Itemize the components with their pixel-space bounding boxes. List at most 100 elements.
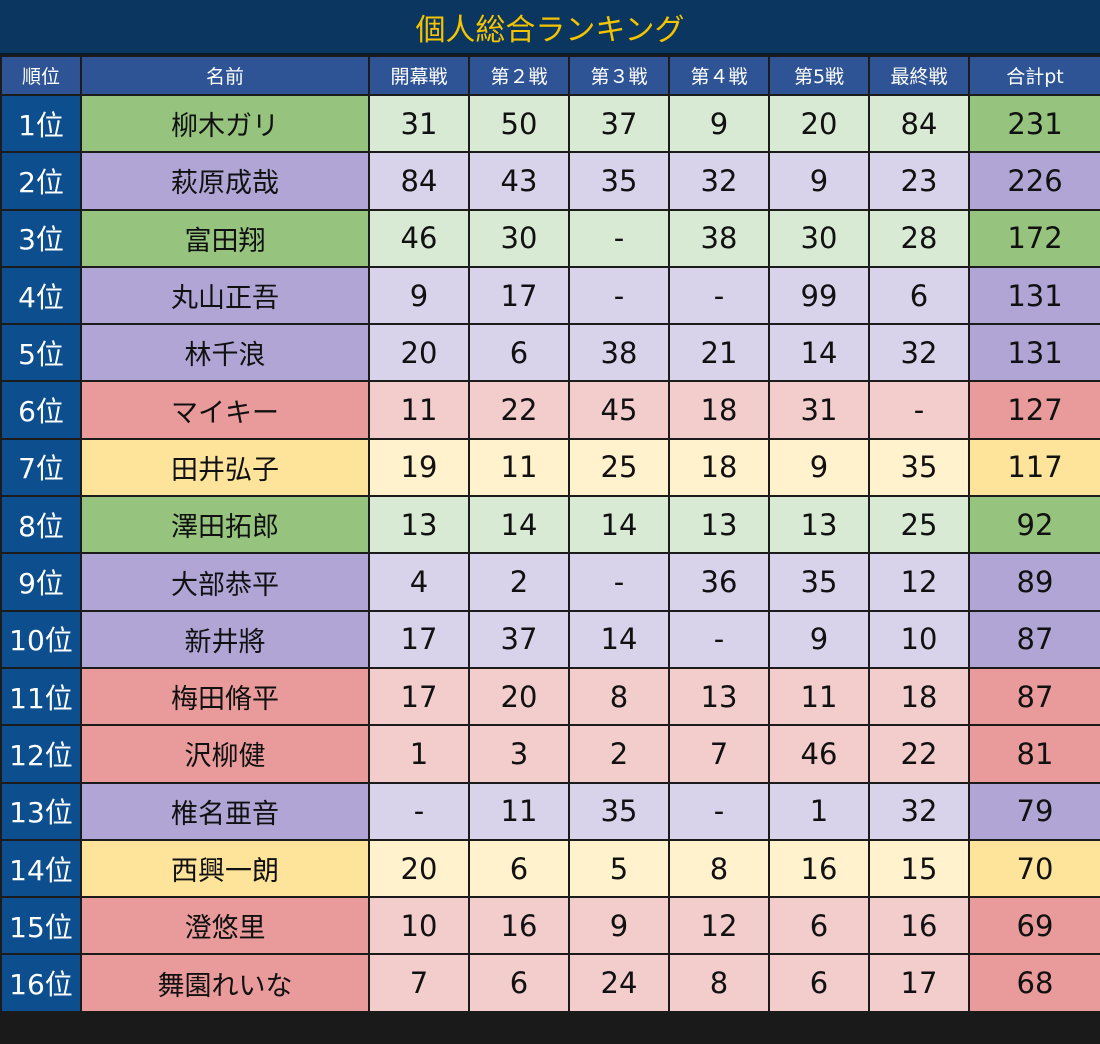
- score-cell: 6: [768, 953, 870, 1013]
- score-cell: 6: [468, 323, 570, 383]
- rank-cell: 15位: [0, 896, 82, 956]
- score-cell: 9: [768, 609, 870, 669]
- score-cell: 13: [768, 495, 870, 555]
- score-cell: -: [868, 380, 970, 440]
- score-cell: -: [668, 781, 770, 841]
- score-cell: 17: [368, 666, 470, 727]
- score-cell: 9: [568, 896, 670, 956]
- score-cell: 13: [368, 495, 470, 555]
- header-final-round: 最終戦: [868, 55, 970, 96]
- score-cell: 35: [768, 552, 870, 612]
- score-cell: 12: [868, 552, 970, 612]
- score-cell: -: [568, 265, 670, 326]
- score-cell: 21: [668, 323, 770, 383]
- total-cell: 81: [968, 724, 1100, 784]
- score-cell: 32: [868, 781, 970, 841]
- score-cell: 23: [868, 151, 970, 211]
- score-cell: 31: [768, 380, 870, 440]
- header-name: 名前: [80, 55, 370, 96]
- score-cell: 32: [668, 151, 770, 211]
- rank-cell: 3位: [0, 208, 82, 268]
- score-cell: 14: [568, 609, 670, 669]
- header-rank: 順位: [0, 55, 82, 96]
- score-cell: 84: [868, 93, 970, 154]
- score-cell: 11: [468, 781, 570, 841]
- score-cell: 35: [868, 437, 970, 498]
- score-cell: 45: [568, 380, 670, 440]
- score-cell: 10: [868, 609, 970, 669]
- rank-cell: 4位: [0, 265, 82, 326]
- score-cell: 16: [768, 838, 870, 899]
- ranking-table: 順位 名前 開幕戦 第２戦 第３戦 第４戦 第5戦 最終戦 合計pt 1位 柳木ガリ 31 50 37 9…: [0, 55, 1100, 1013]
- score-cell: 11: [768, 666, 870, 727]
- score-cell: 6: [768, 896, 870, 956]
- score-cell: 20: [368, 838, 470, 899]
- score-cell: -: [368, 781, 470, 841]
- header-round-5: 第5戦: [768, 55, 870, 96]
- table-row: 14位 西興一朗 20 6 5 8 16 15 70: [0, 838, 1100, 899]
- total-cell: 70: [968, 838, 1100, 899]
- score-cell: 22: [868, 724, 970, 784]
- score-cell: 20: [468, 666, 570, 727]
- total-cell: 92: [968, 495, 1100, 555]
- rank-cell: 7位: [0, 437, 82, 498]
- rank-cell: 11位: [0, 666, 82, 727]
- score-cell: 2: [468, 552, 570, 612]
- table-row: 16位 舞園れいな 7 6 24 8 6 17 68: [0, 953, 1100, 1013]
- score-cell: 20: [368, 323, 470, 383]
- table-row: 5位 林千浪 20 6 38 21 14 32 131: [0, 323, 1100, 383]
- rank-cell: 5位: [0, 323, 82, 383]
- score-cell: 36: [668, 552, 770, 612]
- score-cell: -: [568, 552, 670, 612]
- score-cell: 9: [368, 265, 470, 326]
- player-name: 椎名亜音: [80, 781, 370, 841]
- player-name: 林千浪: [80, 323, 370, 383]
- score-cell: 16: [468, 896, 570, 956]
- score-cell: 46: [768, 724, 870, 784]
- player-name: 澄悠里: [80, 896, 370, 956]
- score-cell: -: [568, 208, 670, 268]
- total-cell: 87: [968, 609, 1100, 669]
- score-cell: 18: [668, 380, 770, 440]
- score-cell: -: [668, 609, 770, 669]
- table-row: 12位 沢柳健 1 3 2 7 46 22 81: [0, 724, 1100, 784]
- table-row: 10位 新井將 17 37 14-9 10 87: [0, 609, 1100, 669]
- score-cell: 5: [568, 838, 670, 899]
- player-name: 沢柳健: [80, 724, 370, 784]
- rank-cell: 16位: [0, 953, 82, 1013]
- total-cell: 226: [968, 151, 1100, 211]
- score-cell: 2: [568, 724, 670, 784]
- header-row: 順位 名前 開幕戦 第２戦 第３戦 第４戦 第5戦 最終戦 合計pt: [0, 55, 1100, 96]
- score-cell: 32: [868, 323, 970, 383]
- table-row: 2位 萩原成哉 84 43 35 32 9 23 226: [0, 151, 1100, 211]
- total-cell: 172: [968, 208, 1100, 268]
- header-total: 合計pt: [968, 55, 1100, 96]
- score-cell: 19: [368, 437, 470, 498]
- rank-cell: 13位: [0, 781, 82, 841]
- score-cell: 6: [468, 838, 570, 899]
- score-cell: 6: [868, 265, 970, 326]
- score-cell: -: [668, 265, 770, 326]
- score-cell: 16: [868, 896, 970, 956]
- player-name: 西興一朗: [80, 838, 370, 899]
- total-cell: 127: [968, 380, 1100, 440]
- score-cell: 9: [768, 151, 870, 211]
- score-cell: 14: [568, 495, 670, 555]
- score-cell: 13: [668, 666, 770, 727]
- score-cell: 14: [768, 323, 870, 383]
- rank-cell: 2位: [0, 151, 82, 211]
- rank-cell: 6位: [0, 380, 82, 440]
- rank-cell: 12位: [0, 724, 82, 784]
- player-name: 大部恭平: [80, 552, 370, 612]
- score-cell: 11: [368, 380, 470, 440]
- score-cell: 84: [368, 151, 470, 211]
- score-cell: 9: [668, 93, 770, 154]
- table-row: 3位 富田翔 46 30-38 30 28 172: [0, 208, 1100, 268]
- score-cell: 24: [568, 953, 670, 1013]
- table-row: 4位 丸山正吾 9 17- -99 6 131: [0, 265, 1100, 326]
- player-name: 富田翔: [80, 208, 370, 268]
- total-cell: 131: [968, 265, 1100, 326]
- player-name: 舞園れいな: [80, 953, 370, 1013]
- header-round-2: 第２戦: [468, 55, 570, 96]
- table-row: 8位 澤田拓郎 13 14 14 13 13 25 92: [0, 495, 1100, 555]
